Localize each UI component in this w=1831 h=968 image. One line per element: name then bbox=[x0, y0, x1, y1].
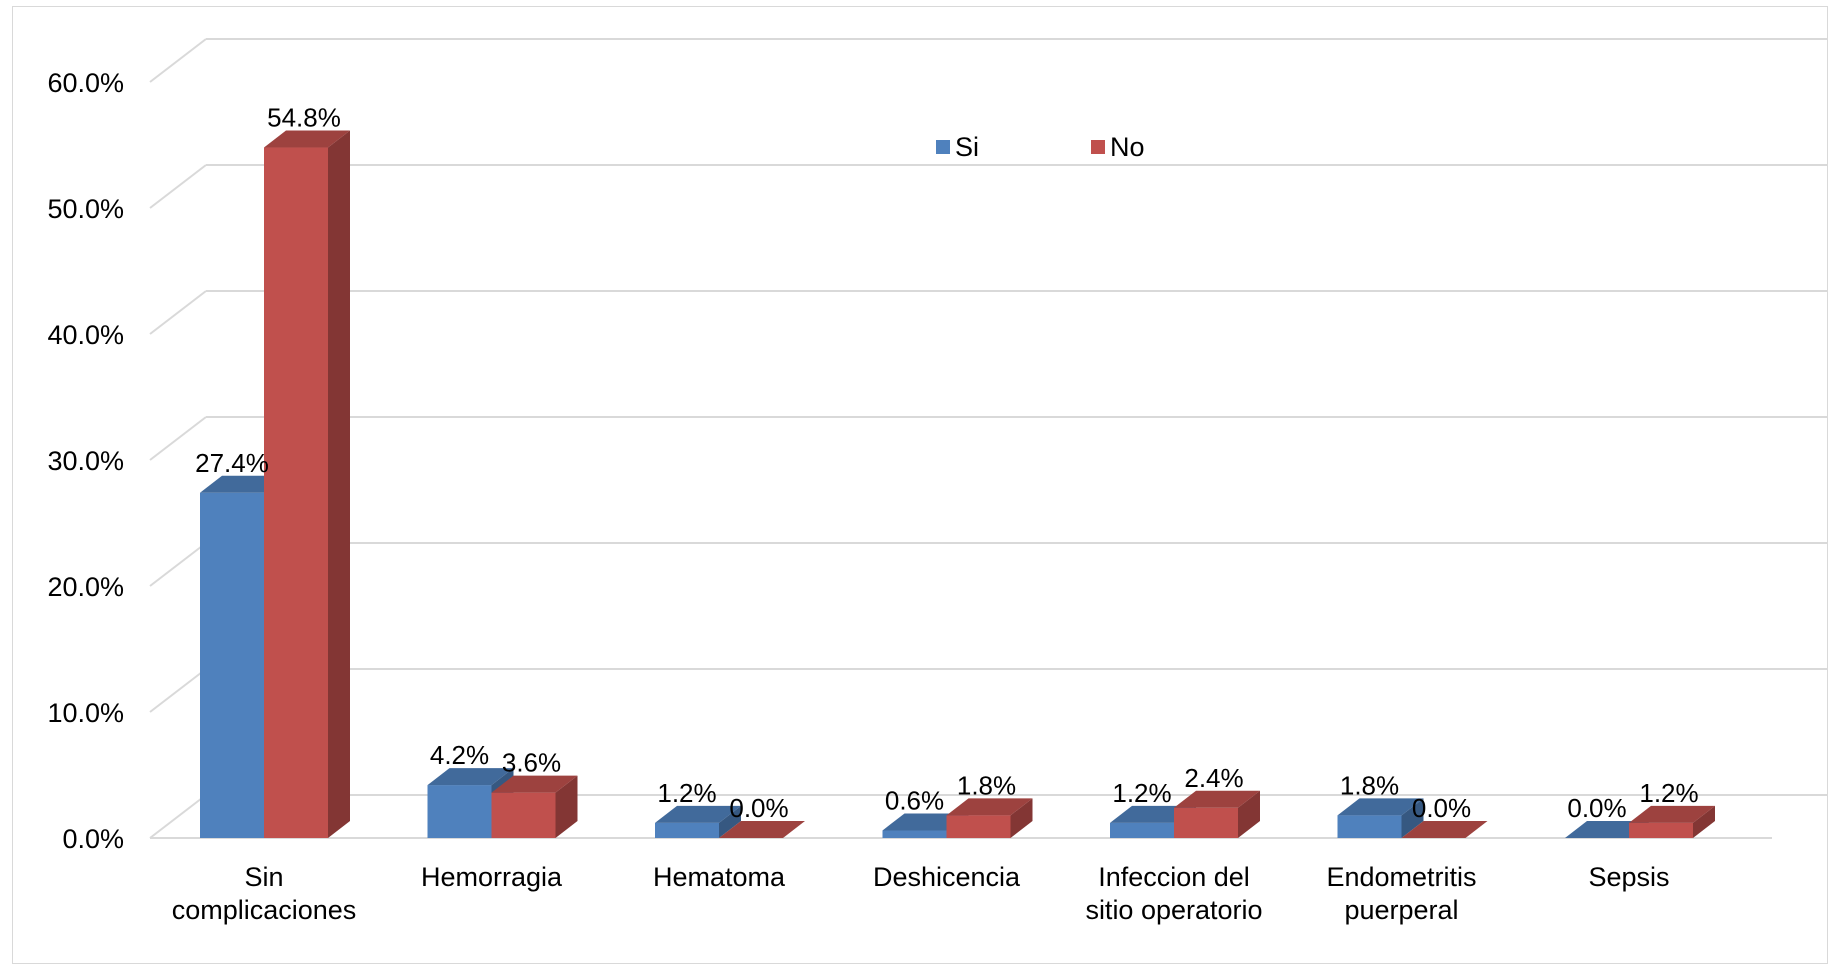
data-label: 1.2% bbox=[1112, 778, 1171, 808]
gridline-diagonal bbox=[149, 794, 207, 839]
bar-side bbox=[555, 775, 578, 838]
bar-no bbox=[1174, 790, 1260, 838]
bar-top bbox=[1174, 790, 1260, 808]
bar-side bbox=[719, 805, 741, 838]
gridline-diagonal bbox=[149, 668, 207, 713]
data-label: 4.2% bbox=[430, 740, 489, 770]
x-category-label-line: Hematoma bbox=[653, 862, 786, 892]
data-labels: 27.4% 54.8% 4.2% 3.6% 1.2% 0.0% 0.6% 1.8% 1.2% 2.… bbox=[195, 103, 1699, 823]
bars bbox=[200, 130, 1715, 838]
y-tick-label: 50.0% bbox=[47, 194, 124, 224]
bar-side bbox=[1693, 805, 1715, 838]
x-category-label-line: complicaciones bbox=[172, 895, 357, 925]
bar-top bbox=[427, 768, 514, 786]
legend: Si No bbox=[936, 132, 1145, 162]
bar-front bbox=[655, 822, 719, 838]
x-category-label: Hemorragia bbox=[421, 862, 563, 892]
bar-front bbox=[1174, 807, 1238, 838]
data-label: 54.8% bbox=[267, 103, 341, 133]
data-label: 0.0% bbox=[729, 793, 788, 823]
bar-top bbox=[655, 805, 741, 823]
bar-front bbox=[1110, 822, 1174, 838]
bar-side bbox=[1238, 790, 1260, 838]
bar-front bbox=[200, 492, 264, 838]
bar-front bbox=[1629, 822, 1693, 838]
data-label: 1.8% bbox=[957, 770, 1016, 800]
bar-side bbox=[328, 130, 350, 838]
bar-front bbox=[427, 785, 492, 838]
gridline-diagonal bbox=[149, 542, 207, 587]
bar-si bbox=[1337, 798, 1424, 838]
gridline-diagonal bbox=[149, 416, 207, 461]
y-tick-label: 60.0% bbox=[47, 68, 124, 98]
data-label: 1.2% bbox=[1639, 778, 1698, 808]
bar-no bbox=[491, 775, 578, 838]
gridline-diagonal bbox=[149, 38, 207, 83]
legend-swatch bbox=[1091, 140, 1105, 154]
data-label: 0.6% bbox=[885, 785, 944, 815]
bar-no bbox=[946, 798, 1033, 838]
bar-front bbox=[264, 147, 328, 838]
bar-top bbox=[1337, 798, 1424, 816]
legend-label: No bbox=[1110, 132, 1145, 162]
gridlines bbox=[149, 38, 1828, 839]
y-tick-label: 10.0% bbox=[47, 698, 124, 728]
bar-top bbox=[1401, 821, 1488, 838]
data-label: 27.4% bbox=[195, 448, 269, 478]
x-category-label-line: Hemorragia bbox=[421, 862, 563, 892]
x-axis: Sin complicaciones Hemorragia Hematoma Deshi… bbox=[172, 862, 1670, 925]
data-label: 0.0% bbox=[1412, 793, 1471, 823]
bar-front bbox=[491, 792, 556, 838]
x-category-label: Hematoma bbox=[653, 862, 786, 892]
bar-no bbox=[1401, 821, 1488, 838]
legend-swatch bbox=[936, 140, 950, 154]
data-label: 2.4% bbox=[1184, 763, 1243, 793]
bar-front bbox=[1337, 815, 1402, 838]
bar-top bbox=[946, 798, 1033, 816]
x-category-label: Infeccion del sitio operatorio bbox=[1085, 862, 1262, 925]
legend-label: Si bbox=[955, 132, 979, 162]
bar-top bbox=[264, 130, 350, 148]
bar-side bbox=[1401, 798, 1424, 838]
bar-front bbox=[882, 830, 947, 838]
data-label: 1.2% bbox=[657, 778, 716, 808]
y-tick-label: 20.0% bbox=[47, 572, 124, 602]
x-category-label: Sin complicaciones bbox=[172, 862, 357, 925]
bar-no bbox=[264, 130, 350, 838]
legend-item-si: Si bbox=[936, 132, 979, 162]
y-tick-label: 40.0% bbox=[47, 320, 124, 350]
legend-item-no: No bbox=[1091, 132, 1145, 162]
gridline-diagonal bbox=[149, 290, 207, 335]
data-label: 1.8% bbox=[1340, 770, 1399, 800]
x-category-label-line: sitio operatorio bbox=[1085, 895, 1262, 925]
bar-top bbox=[491, 775, 578, 793]
data-label: 3.6% bbox=[502, 748, 561, 778]
y-tick-label: 30.0% bbox=[47, 446, 124, 476]
x-category-label-line: Deshicencia bbox=[873, 862, 1021, 892]
y-axis: 0.0% 10.0% 20.0% 30.0% 40.0% 50.0% 60.0% bbox=[47, 68, 124, 854]
x-category-label: Sepsis bbox=[1588, 862, 1669, 892]
bar-si bbox=[655, 805, 741, 838]
bar-top bbox=[719, 821, 805, 838]
x-category-label: Deshicencia bbox=[873, 862, 1021, 892]
bar-front bbox=[946, 815, 1011, 838]
bar-top bbox=[1629, 805, 1715, 823]
x-category-label-line: Endometritis bbox=[1326, 862, 1476, 892]
bar-no bbox=[719, 821, 805, 838]
x-category-label: Endometritis puerperal bbox=[1326, 862, 1476, 925]
y-tick-label: 0.0% bbox=[62, 824, 124, 854]
x-category-label-line: puerperal bbox=[1344, 895, 1458, 925]
x-category-label-line: Sepsis bbox=[1588, 862, 1669, 892]
bar-side bbox=[1010, 798, 1033, 838]
data-label: 0.0% bbox=[1567, 793, 1626, 823]
x-category-label-line: Infeccion del bbox=[1098, 862, 1250, 892]
gridline-diagonal bbox=[149, 164, 207, 209]
bar-no bbox=[1629, 805, 1715, 838]
x-category-label-line: Sin bbox=[244, 862, 283, 892]
